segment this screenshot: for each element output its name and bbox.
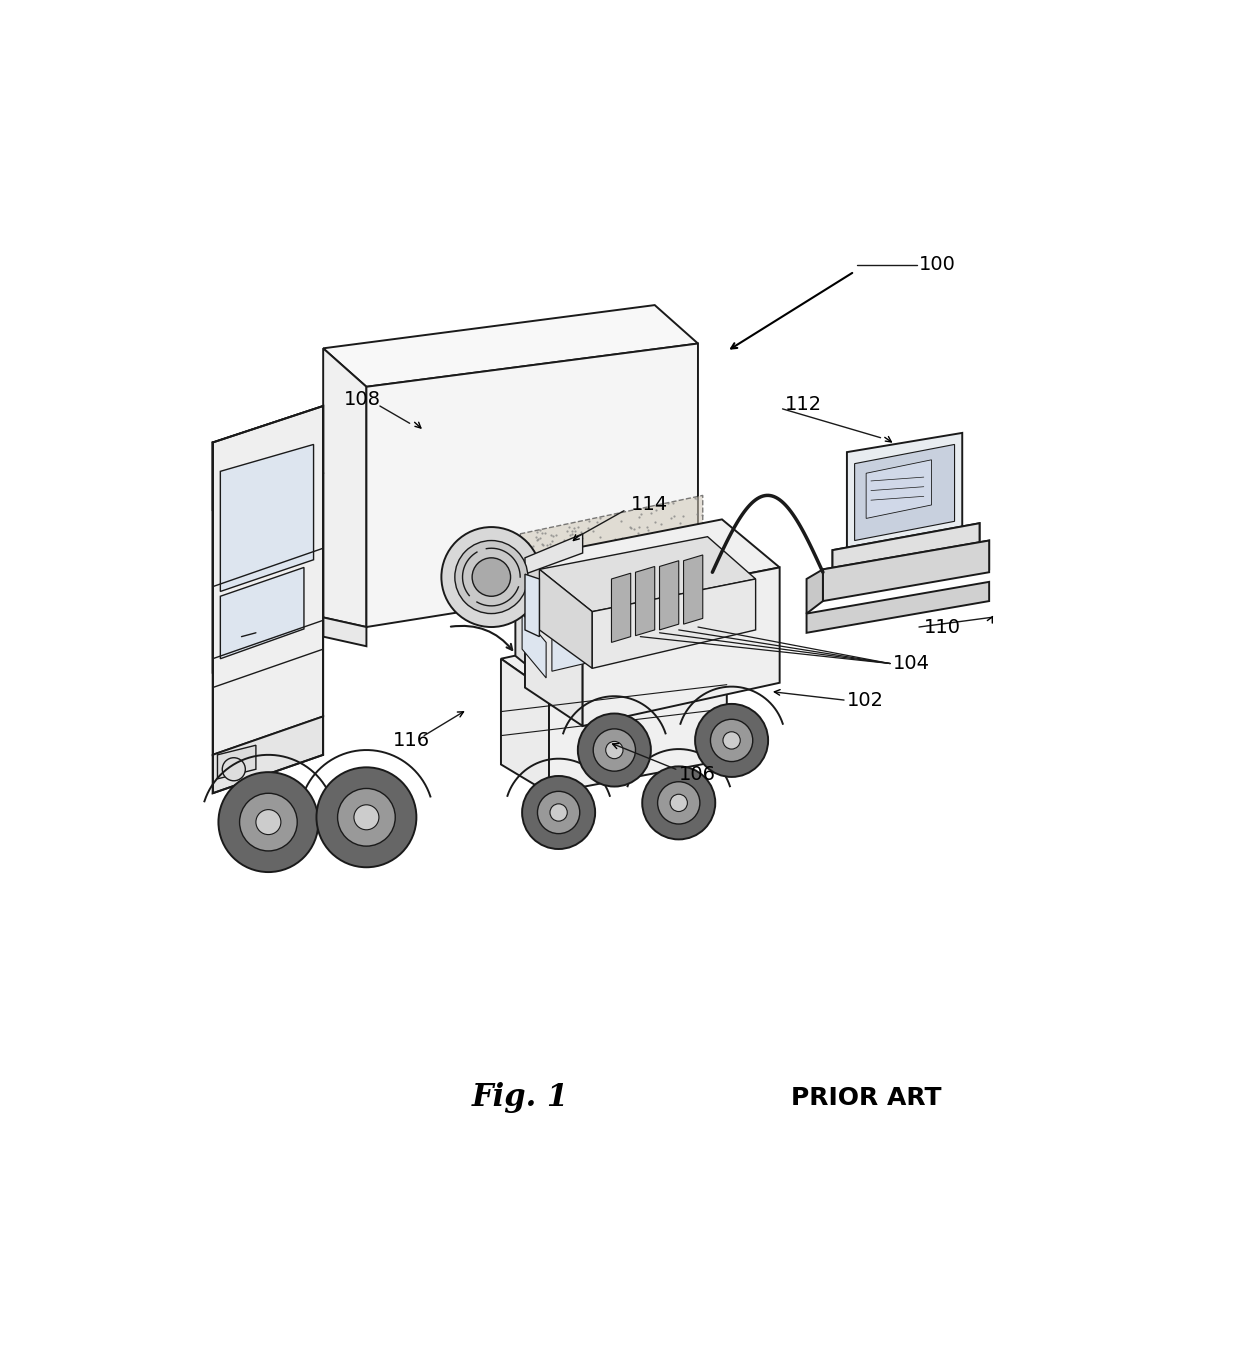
Circle shape (472, 558, 511, 596)
Polygon shape (823, 541, 990, 598)
Circle shape (353, 804, 379, 830)
Polygon shape (501, 621, 727, 692)
Polygon shape (854, 445, 955, 541)
Polygon shape (549, 654, 727, 794)
Polygon shape (551, 604, 688, 684)
Polygon shape (823, 541, 990, 602)
Circle shape (723, 731, 740, 749)
Text: 100: 100 (919, 256, 956, 274)
Circle shape (441, 527, 542, 627)
Polygon shape (213, 406, 324, 510)
Circle shape (222, 757, 246, 781)
Polygon shape (637, 611, 682, 650)
Circle shape (522, 776, 595, 849)
Polygon shape (221, 568, 304, 658)
Polygon shape (522, 614, 546, 677)
Polygon shape (552, 622, 634, 671)
Polygon shape (213, 442, 324, 683)
Polygon shape (635, 566, 655, 635)
Circle shape (551, 804, 567, 821)
Circle shape (593, 729, 635, 771)
Polygon shape (806, 581, 990, 633)
Circle shape (316, 768, 417, 867)
Polygon shape (324, 306, 698, 387)
Polygon shape (521, 495, 703, 658)
Text: 110: 110 (924, 618, 961, 637)
Circle shape (337, 788, 396, 846)
Circle shape (239, 794, 298, 850)
Polygon shape (832, 523, 980, 568)
Polygon shape (539, 537, 755, 611)
Polygon shape (866, 460, 931, 518)
Circle shape (696, 704, 768, 777)
Text: 112: 112 (785, 395, 822, 414)
Polygon shape (660, 561, 678, 630)
Polygon shape (525, 534, 583, 575)
Polygon shape (525, 575, 539, 637)
Polygon shape (525, 558, 583, 726)
Text: Fig. 1: Fig. 1 (471, 1083, 569, 1114)
Circle shape (670, 794, 687, 811)
Text: 102: 102 (847, 691, 884, 710)
Polygon shape (539, 569, 593, 668)
Polygon shape (367, 343, 698, 627)
Polygon shape (583, 568, 780, 726)
Circle shape (605, 741, 622, 758)
Polygon shape (683, 554, 703, 625)
Circle shape (455, 541, 528, 614)
Text: 108: 108 (345, 389, 382, 408)
Polygon shape (832, 523, 980, 569)
Circle shape (711, 719, 753, 761)
Polygon shape (213, 406, 324, 754)
Circle shape (537, 791, 580, 834)
Polygon shape (847, 433, 962, 556)
Polygon shape (217, 745, 255, 779)
Polygon shape (611, 573, 631, 642)
Text: 116: 116 (393, 731, 430, 750)
Polygon shape (525, 519, 780, 606)
Polygon shape (593, 579, 755, 668)
Circle shape (255, 810, 281, 834)
Text: PRIOR ART: PRIOR ART (791, 1086, 941, 1110)
Circle shape (578, 714, 651, 787)
Polygon shape (221, 445, 314, 591)
Polygon shape (516, 604, 551, 684)
Polygon shape (806, 569, 823, 614)
Polygon shape (324, 349, 367, 627)
Circle shape (642, 767, 715, 840)
Polygon shape (501, 658, 549, 794)
Polygon shape (324, 618, 367, 646)
Polygon shape (213, 717, 324, 794)
Text: 106: 106 (678, 764, 715, 784)
Circle shape (218, 772, 319, 872)
Polygon shape (516, 573, 688, 634)
Text: 104: 104 (893, 654, 930, 673)
Circle shape (657, 781, 699, 823)
Text: 114: 114 (631, 495, 668, 515)
